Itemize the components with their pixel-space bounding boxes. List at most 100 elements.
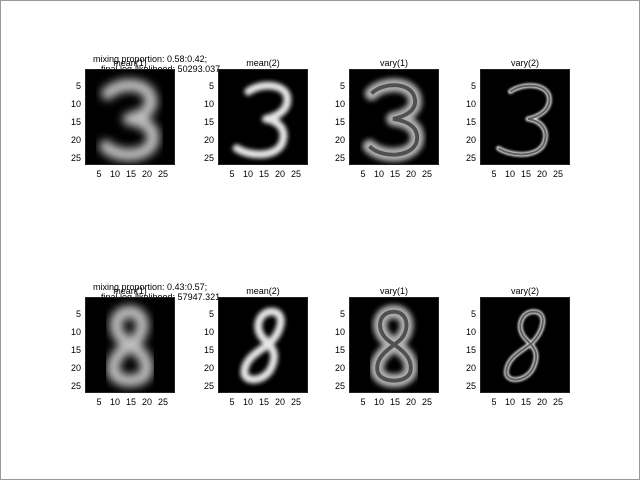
digit-image [86,298,174,392]
y-tick-label: 25 [203,381,214,391]
panel-title: vary(2) [510,58,539,68]
x-tick-label: 5 [360,397,366,407]
x-tick-label: 15 [258,169,269,179]
y-tick-label: 10 [334,99,345,109]
x-tick-label: 20 [405,169,416,179]
digit-image [86,70,174,164]
digit-plot [85,69,175,165]
digit-inner-stroke [498,84,551,156]
x-tick-label: 15 [125,397,136,407]
x-tick-label: 20 [141,397,152,407]
digit-image [481,70,569,164]
x-tick-label: 20 [536,397,547,407]
y-tick-label: 25 [70,381,81,391]
digit-stroke [240,307,285,384]
x-tick-label: 15 [125,169,136,179]
row-2-mixing-text: mixing proportion: 0.43:0.57; [93,282,208,292]
y-tick-label: 20 [465,363,476,373]
y-tick-label: 25 [334,153,345,163]
x-tick-label: 25 [157,169,168,179]
x-tick-label: 10 [504,397,515,407]
x-tick-label: 10 [504,169,515,179]
y-tick-label: 20 [203,135,214,145]
y-tick-label: 20 [70,135,81,145]
y-tick-label: 15 [465,117,476,127]
x-tick-label: 5 [491,397,497,407]
panel-title: vary(2) [510,286,539,296]
x-tick-label: 10 [242,169,253,179]
y-tick-label: 20 [70,363,81,373]
x-tick-label: 25 [290,169,301,179]
y-tick-label: 5 [208,81,214,91]
y-tick-label: 25 [334,381,345,391]
panel-title: mean(2) [246,286,280,296]
y-tick-label: 10 [334,327,345,337]
digit-image [481,298,569,392]
x-tick-label: 20 [536,169,547,179]
y-tick-label: 5 [470,81,476,91]
digit-image [219,70,307,164]
y-tick-label: 5 [339,81,345,91]
x-tick-label: 25 [552,397,563,407]
x-tick-label: 5 [491,169,497,179]
panel-title: vary(1) [379,58,408,68]
digit-plot [480,297,570,393]
digit-plot [349,297,439,393]
digit-inner-stroke [375,309,413,383]
digit-image [219,298,307,392]
x-tick-label: 20 [405,397,416,407]
y-tick-label: 20 [334,363,345,373]
panel-title: mean(2) [246,58,280,68]
x-tick-label: 5 [229,397,235,407]
digit-stroke [232,81,292,159]
x-tick-label: 15 [520,397,531,407]
y-tick-label: 5 [75,309,81,319]
x-tick-label: 5 [96,169,102,179]
y-tick-label: 15 [203,117,214,127]
x-tick-label: 15 [389,397,400,407]
y-tick-label: 20 [203,363,214,373]
y-tick-label: 10 [70,327,81,337]
y-tick-label: 5 [75,81,81,91]
digit-plot [218,297,308,393]
panel-title: mean(1) [113,58,147,68]
digit-stroke [106,305,154,388]
digit-inner-stroke [368,83,420,157]
x-tick-label: 25 [421,397,432,407]
x-tick-label: 10 [109,397,120,407]
y-tick-label: 25 [465,381,476,391]
y-tick-label: 25 [203,153,214,163]
x-tick-label: 15 [389,169,400,179]
y-tick-label: 15 [334,117,345,127]
y-tick-label: 10 [465,99,476,109]
digit-image [350,70,438,164]
x-tick-label: 15 [258,397,269,407]
y-tick-label: 5 [208,309,214,319]
x-tick-label: 25 [157,397,168,407]
row-1-mixing-text: mixing proportion: 0.58:0.42; [93,54,208,64]
digit-plot [349,69,439,165]
y-tick-label: 20 [465,135,476,145]
x-tick-label: 25 [290,397,301,407]
y-tick-label: 10 [203,327,214,337]
x-tick-label: 5 [360,169,366,179]
panel-title: mean(1) [113,286,147,296]
x-tick-label: 10 [109,169,120,179]
y-tick-label: 25 [465,153,476,163]
y-tick-label: 20 [334,135,345,145]
y-tick-label: 10 [203,99,214,109]
digit-plot [85,297,175,393]
x-tick-label: 25 [552,169,563,179]
panel-title: vary(1) [379,286,408,296]
y-tick-label: 15 [70,117,81,127]
y-tick-label: 15 [70,345,81,355]
x-tick-label: 20 [274,397,285,407]
y-tick-label: 5 [339,309,345,319]
y-tick-label: 15 [203,345,214,355]
x-tick-label: 20 [141,169,152,179]
digit-plot [218,69,308,165]
digit-stroke [99,78,160,161]
digit-inner-stroke [505,310,544,381]
y-tick-label: 10 [70,99,81,109]
